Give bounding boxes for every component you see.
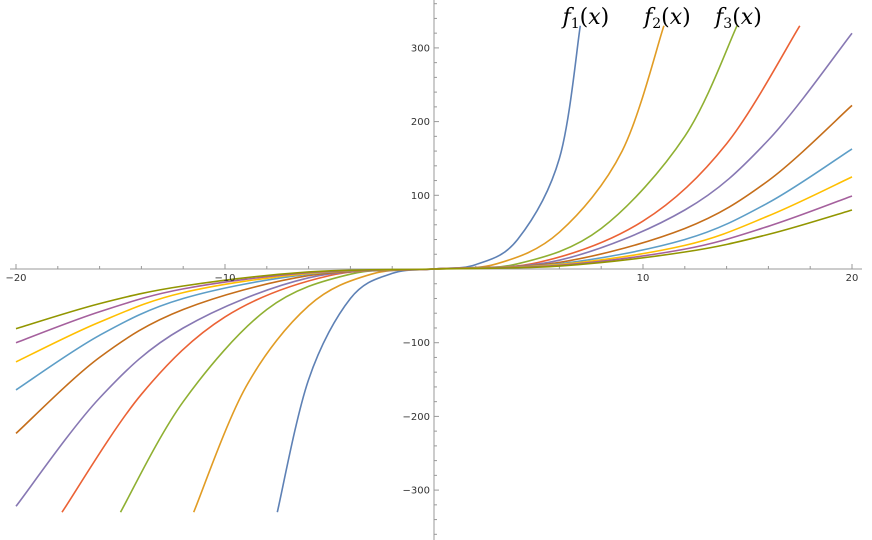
x-tick-label: 10 — [637, 273, 650, 284]
y-tick-label: −300 — [403, 486, 430, 497]
y-tick-label: 200 — [411, 117, 430, 128]
curve-label-1: f1(x) — [561, 5, 610, 32]
y-tick-label: −200 — [403, 412, 430, 423]
x-tick-label: 20 — [846, 273, 859, 284]
y-tick-label: 300 — [411, 43, 430, 54]
tick-labels: −20 −10 10 20 −300 −200 −100 100 200 300 — [5, 43, 858, 496]
y-tick-label: −100 — [403, 338, 430, 349]
x-tick-label: −10 — [214, 273, 235, 284]
axes — [10, 0, 862, 540]
y-tick-label: 100 — [411, 191, 430, 202]
series-line-10 — [15, 209, 853, 330]
x-tick-label: −20 — [5, 273, 26, 284]
curve-label-2: f2(x) — [642, 5, 691, 32]
curve-annotations: f1(x) f2(x) f3(x) — [561, 5, 762, 32]
curve-label-3: f3(x) — [713, 5, 762, 32]
curves — [15, 25, 853, 513]
